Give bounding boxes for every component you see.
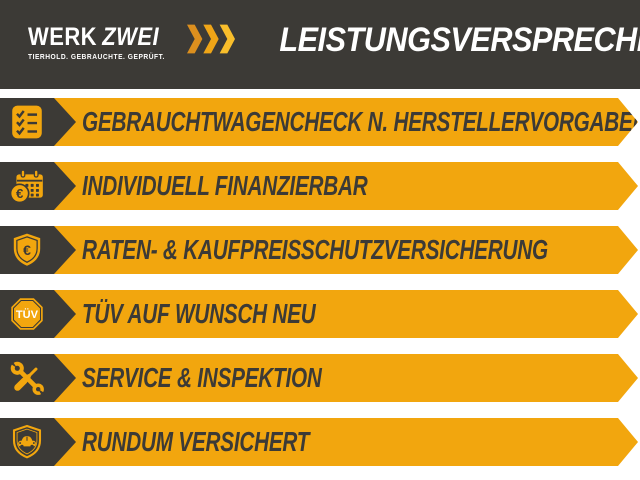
brand-logo: WERK ZWEI TIERHOLD. GEBRAUCHTE. GEPRÜFT. <box>28 23 177 61</box>
triple-chevron-icon <box>186 24 235 54</box>
checklist-icon <box>12 105 42 139</box>
promise-row: GEBRAUCHTWAGENCHECK N. HERSTELLERVORGABE… <box>0 98 640 146</box>
tuev-badge-text: TÜV <box>16 308 39 321</box>
promise-row: RATEN- & KAUFPREISSCHUTZVERSICHERUNG € <box>0 226 640 274</box>
promise-label: SERVICE & INSPEKTION <box>82 362 322 393</box>
promise-ribbon: GEBRAUCHTWAGENCHECK N. HERSTELLERVORGABE… <box>50 98 638 146</box>
promise-row: SERVICE & INSPEKTION <box>0 354 640 402</box>
promise-row: INDIVIDUELL FINANZIERBAR <box>0 162 640 210</box>
promise-label: GEBRAUCHTWAGENCHECK N. HERSTELLERVORGABE… <box>82 106 638 137</box>
promise-ribbon: SERVICE & INSPEKTION <box>50 354 638 402</box>
brand-name-zwei: ZWEI <box>102 22 160 51</box>
header: WERK ZWEI TIERHOLD. GEBRAUCHTE. GEPRÜFT.… <box>0 0 640 89</box>
promise-list: GEBRAUCHTWAGENCHECK N. HERSTELLERVORGABE… <box>0 89 640 466</box>
promise-ribbon: RUNDUM VERSICHERT <box>50 418 638 466</box>
euro-symbol: € <box>23 243 31 259</box>
brand-tagline: TIERHOLD. GEBRAUCHTE. GEPRÜFT. <box>28 53 165 61</box>
promise-label: TÜV AUF WUNSCH NEU <box>82 298 316 329</box>
brand-wordmark: WERK ZWEI <box>28 23 159 52</box>
shield-euro-icon: € <box>13 233 41 266</box>
calendar-euro-icon: € <box>9 169 43 204</box>
promise-row: RUNDUM VERSICHERT <box>0 418 640 466</box>
promise-label: RATEN- & KAUFPREISSCHUTZVERSICHERUNG <box>82 234 548 265</box>
page-title: LEISTUNGSVERSPRECHEN <box>279 20 640 59</box>
promise-row: TÜV AUF WUNSCH NEU TÜV <box>0 290 640 338</box>
brand-name-werk: WERK <box>28 22 97 51</box>
car-shield-icon <box>12 424 42 459</box>
promise-ribbon: INDIVIDUELL FINANZIERBAR <box>50 162 638 210</box>
euro-symbol: € <box>16 186 24 201</box>
promise-label: RUNDUM VERSICHERT <box>82 426 310 457</box>
tuev-octagon-icon: TÜV <box>10 297 44 331</box>
promise-label: INDIVIDUELL FINANZIERBAR <box>82 170 368 201</box>
promise-ribbon: TÜV AUF WUNSCH NEU <box>50 290 638 338</box>
crossed-tools-icon <box>8 359 46 397</box>
promise-ribbon: RATEN- & KAUFPREISSCHUTZVERSICHERUNG <box>50 226 638 274</box>
